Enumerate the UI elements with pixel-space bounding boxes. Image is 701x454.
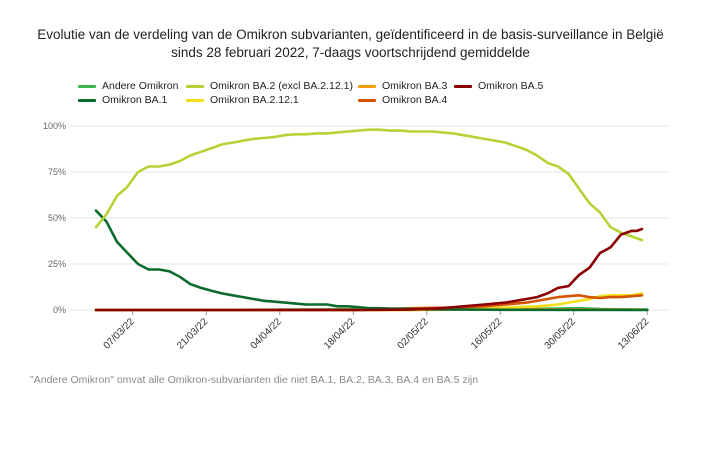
x-tick-label: 04/04/22: [249, 316, 285, 352]
x-tick-label: 13/06/22: [616, 316, 652, 352]
y-tick-label: 75%: [48, 167, 66, 177]
series-line-omikron-ba-2-excl-ba-2-12-1: [94, 128, 644, 242]
chart-title: Evolutie van de verdeling van de Omikron…: [0, 26, 701, 62]
x-tick-label: 02/05/22: [396, 316, 432, 352]
y-tick-label: 50%: [48, 213, 66, 223]
x-tick-label: 21/03/22: [175, 316, 211, 352]
series-line-omikron-ba-1: [94, 209, 649, 312]
chart-title-line1: Evolutie van de verdeling van de Omikron…: [37, 27, 664, 42]
y-tick-label: 100%: [43, 121, 66, 131]
footnote: "Andere Omikron" omvat alle Omikron-subv…: [30, 374, 479, 386]
series-line-omikron-ba-5: [94, 227, 644, 312]
x-tick-label: 07/03/22: [102, 316, 138, 352]
chart-title-line2: sinds 28 februari 2022, 7-daags voortsch…: [171, 45, 530, 60]
x-tick-label: 18/04/22: [322, 316, 358, 352]
x-tick-label: 30/05/22: [543, 316, 579, 352]
x-tick-label: 16/05/22: [469, 316, 505, 352]
y-tick-label: 0%: [53, 305, 66, 315]
y-tick-label: 25%: [48, 259, 66, 269]
